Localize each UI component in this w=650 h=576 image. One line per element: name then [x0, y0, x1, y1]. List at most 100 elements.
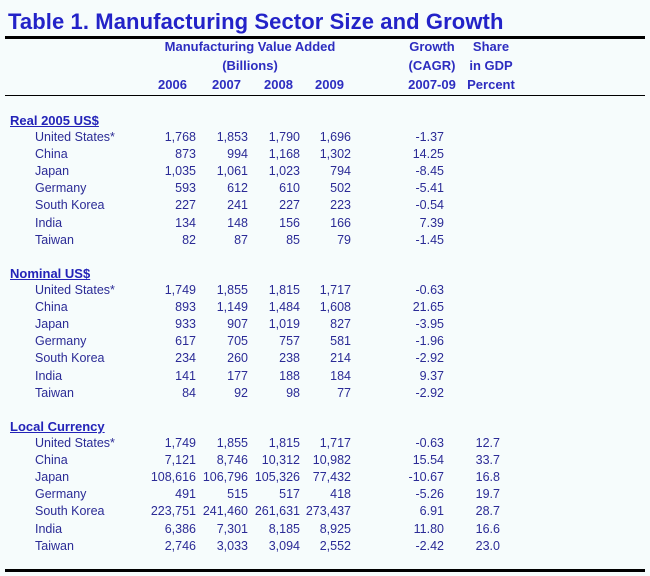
top-rule: [5, 36, 645, 39]
table-row: China 893 1,149 1,484 1,608 21.65: [0, 300, 650, 317]
header-growth-cagr: (CAGR): [408, 58, 456, 73]
value-cell: 77,432: [312, 470, 351, 485]
value-cell: 1,855: [216, 283, 248, 297]
value-cell: 188: [279, 368, 300, 383]
header-year-2008: 2008: [264, 77, 293, 92]
value-cell: 1,608: [319, 300, 351, 315]
value-cell: 260: [227, 351, 248, 366]
value-cell: 141: [175, 368, 196, 383]
country-name: South Korea: [35, 351, 105, 366]
value-cell: 7,301: [216, 521, 248, 536]
value-cell: 1,696: [319, 130, 351, 144]
table-row: Taiwan 84 92 98 77 -2.92: [0, 386, 650, 403]
growth-cell: 15.54: [412, 453, 444, 468]
share-cell: 16.6: [475, 521, 500, 536]
value-cell: 214: [330, 351, 351, 366]
table-row: India 134 148 156 166 7.39: [0, 216, 650, 233]
value-cell: 2,552: [319, 538, 351, 553]
value-cell: 105,326: [254, 470, 300, 485]
value-cell: 234: [175, 351, 196, 366]
value-cell: 227: [279, 198, 300, 213]
value-cell: 98: [286, 385, 300, 400]
value-cell: 515: [227, 487, 248, 502]
value-cell: 1,790: [268, 130, 300, 144]
table-row: China 7,121 8,746 10,312 10,982 15.54 33.7: [0, 453, 650, 470]
value-cell: 8,185: [268, 521, 300, 536]
table-row: South Korea 234 260 238 214 -2.92: [0, 351, 650, 368]
value-cell: 238: [279, 351, 300, 366]
country-name: Taiwan: [35, 232, 74, 247]
value-cell: 273,437: [305, 504, 351, 519]
share-cell: 16.8: [475, 470, 500, 485]
growth-cell: 7.39: [419, 215, 444, 230]
share-cell: 19.7: [475, 487, 500, 502]
growth-cell: 9.37: [419, 368, 444, 383]
country-name: India: [35, 368, 63, 383]
growth-cell: -2.92: [415, 385, 445, 400]
value-cell: 1,168: [268, 147, 300, 162]
growth-cell: 14.25: [412, 147, 444, 162]
table-row: South Korea 223,751 241,460 261,631 273,437 6…: [0, 504, 650, 521]
country-name: South Korea: [35, 504, 105, 519]
header-growth: Growth: [409, 39, 455, 54]
growth-cell: -0.54: [415, 198, 445, 213]
table-row: India 141 177 188 184 9.37: [0, 369, 650, 386]
country-name: India: [35, 521, 63, 536]
growth-cell: 11.80: [413, 521, 444, 536]
share-cell: 12.7: [475, 436, 500, 450]
growth-cell: -2.42: [415, 538, 445, 553]
table-row: South Korea 227 241 227 223 -0.54: [0, 198, 650, 215]
value-cell: 581: [330, 334, 351, 349]
value-cell: 6,386: [164, 521, 196, 536]
value-cell: 612: [227, 181, 248, 196]
country-name: Taiwan: [35, 538, 74, 553]
value-cell: 1,815: [268, 436, 300, 450]
table-row: Taiwan 2,746 3,033 3,094 2,552 -2.42 23.0: [0, 539, 650, 556]
value-cell: 156: [279, 215, 300, 230]
header-year-2007: 2007: [212, 77, 241, 92]
value-cell: 933: [175, 317, 196, 332]
growth-cell: 21.65: [412, 300, 444, 315]
value-cell: 418: [330, 487, 351, 502]
value-cell: 261,631: [254, 504, 300, 519]
value-cell: 994: [227, 147, 248, 162]
value-cell: 8,925: [319, 521, 351, 536]
value-cell: 184: [330, 368, 351, 383]
country-name: China: [35, 147, 68, 162]
country-name: Germany: [35, 181, 87, 196]
growth-cell: -0.63: [415, 436, 445, 450]
value-cell: 106,796: [202, 470, 248, 485]
country-name: Japan: [35, 164, 70, 179]
table-row: Japan 1,035 1,061 1,023 794 -8.45: [0, 164, 650, 181]
value-cell: 1,749: [164, 436, 196, 450]
country-name: Taiwan: [35, 385, 74, 400]
country-name: United States*: [35, 130, 115, 144]
value-cell: 502: [330, 181, 351, 196]
value-cell: 148: [227, 215, 248, 230]
value-cell: 177: [227, 368, 248, 383]
table-row: Japan 933 907 1,019 827 -3.95: [0, 317, 650, 334]
value-cell: 79: [337, 232, 351, 247]
growth-cell: -8.45: [415, 164, 445, 179]
header-growth-period: 2007-09: [408, 77, 456, 92]
table-row: Germany 491 515 517 418 -5.26 19.7: [0, 487, 650, 504]
value-cell: 223,751: [150, 504, 196, 519]
value-cell: 873: [175, 147, 196, 162]
share-cell: 33.7: [475, 453, 500, 468]
value-cell: 1,302: [319, 147, 351, 162]
country-name: Germany: [35, 487, 87, 502]
value-cell: 3,033: [216, 538, 248, 553]
header-share-unit: Percent: [467, 77, 515, 92]
value-cell: 757: [279, 334, 300, 349]
country-name: United States*: [35, 436, 115, 450]
value-cell: 223: [330, 198, 351, 213]
table-row: Germany 617 705 757 581 -1.96: [0, 334, 650, 351]
header-share-gdp: in GDP: [469, 58, 513, 73]
value-cell: 1,149: [216, 300, 248, 315]
value-cell: 705: [227, 334, 248, 349]
table-row: Germany 593 612 610 502 -5.41: [0, 181, 650, 198]
country-name: South Korea: [35, 198, 105, 213]
header-year-2006: 2006: [158, 77, 187, 92]
share-cell: 23.0: [475, 538, 500, 553]
table-row: United States* 1,768 1,853 1,790 1,696 -1.37: [0, 130, 650, 147]
